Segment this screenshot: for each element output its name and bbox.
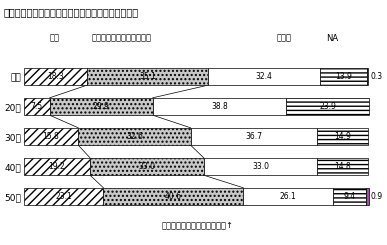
Text: 38.8: 38.8: [211, 102, 228, 111]
Text: 加工食品や惣菜の使用原料は必ず確認してから買う: 加工食品や惣菜の使用原料は必ず確認してから買う: [4, 7, 139, 17]
Bar: [204, 158, 317, 175]
Text: どちらかといえば「はい」: どちらかといえば「はい」: [92, 34, 152, 43]
Bar: [24, 98, 50, 115]
Bar: [90, 158, 204, 175]
Bar: [87, 68, 208, 85]
Bar: [191, 128, 317, 145]
Bar: [103, 188, 243, 205]
Text: 9.4: 9.4: [343, 192, 356, 201]
Bar: [286, 98, 369, 115]
Text: 23.9: 23.9: [319, 102, 336, 111]
Text: 40.6: 40.6: [165, 192, 182, 201]
Text: 0.3: 0.3: [370, 72, 382, 81]
Text: 14.8: 14.8: [335, 162, 351, 171]
Bar: [367, 68, 368, 85]
Text: 19.2: 19.2: [48, 162, 65, 171]
Bar: [153, 98, 286, 115]
Bar: [320, 68, 367, 85]
Text: どちらかといえば「いいえ」↑: どちらかといえば「いいえ」↑: [162, 221, 234, 230]
Text: 15.8: 15.8: [43, 132, 60, 141]
Text: 32.4: 32.4: [255, 72, 272, 81]
Bar: [78, 128, 191, 145]
Text: 36.7: 36.7: [245, 132, 262, 141]
Text: 13.9: 13.9: [335, 72, 352, 81]
Bar: [24, 68, 87, 85]
Text: 18.3: 18.3: [47, 72, 64, 81]
Text: 26.1: 26.1: [280, 192, 297, 201]
Text: 35.1: 35.1: [139, 72, 156, 81]
Bar: [317, 158, 368, 175]
Text: 14.9: 14.9: [334, 132, 351, 141]
Bar: [50, 98, 153, 115]
Text: 23.1: 23.1: [55, 192, 72, 201]
Bar: [24, 188, 103, 205]
Bar: [24, 158, 90, 175]
Text: いいえ: いいえ: [276, 34, 291, 43]
Bar: [208, 68, 320, 85]
Bar: [24, 128, 78, 145]
Text: 33.0: 33.0: [252, 162, 269, 171]
Bar: [317, 128, 368, 145]
Text: 32.6: 32.6: [126, 132, 143, 141]
Text: 7.5: 7.5: [31, 102, 43, 111]
Bar: [243, 188, 333, 205]
Text: 33.0: 33.0: [138, 162, 155, 171]
Text: 29.9: 29.9: [93, 102, 110, 111]
Bar: [333, 188, 366, 205]
Text: はい: はい: [50, 34, 60, 43]
Bar: [366, 188, 369, 205]
Text: NA: NA: [326, 34, 338, 43]
Text: 0.9: 0.9: [370, 192, 383, 201]
